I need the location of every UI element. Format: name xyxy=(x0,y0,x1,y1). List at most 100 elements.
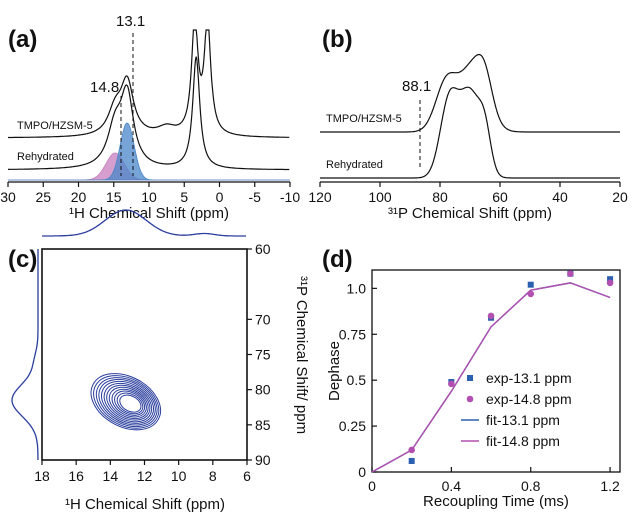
panel-c-x-tick-label: 6 xyxy=(243,468,251,484)
panel-a-series-label-rehydrated: Rehydrated xyxy=(17,151,74,163)
panel-d-plot-frame xyxy=(371,269,621,473)
panel-d-legend-square xyxy=(467,375,473,381)
panel-a-fit-components xyxy=(8,122,290,181)
panel-d-point-square xyxy=(607,276,614,283)
panel-c-top-projection xyxy=(42,209,247,237)
panel-c-contour-level xyxy=(101,380,154,424)
panel-c-y-tick-label: 85 xyxy=(255,417,271,433)
panel-d-y-tick-label: 0.5 xyxy=(347,372,367,388)
panel-b-tick-label: 60 xyxy=(492,189,508,205)
panel-c-y-ticks: 60 70 75 80 85 90 xyxy=(247,241,271,468)
panel-a-tick-label: 0 xyxy=(216,189,224,205)
panel-b-x-axis-title: ³¹P Chemical Shift (ppm) xyxy=(388,205,552,222)
panel-c-contour-level xyxy=(119,394,142,413)
panel-d-point-circle xyxy=(487,312,495,320)
panel-b-series-label-tmpo: TMPO/HZSM-5 xyxy=(326,113,402,125)
panel-a-letter: (a) xyxy=(8,26,37,53)
panel-d-legend: exp-13.1 ppm exp-14.8 ppm fit-13.1 ppm fit-… xyxy=(461,370,572,449)
panel-c-contour-level xyxy=(98,378,156,426)
panel-a-tick-label: 5 xyxy=(180,189,188,205)
panel-d-point-circle xyxy=(527,290,535,298)
panel-c-letter: (c) xyxy=(8,246,37,273)
panel-c-contour-level xyxy=(90,373,162,431)
panel-c-contours xyxy=(90,373,162,431)
panel-c-x-tick-label: 12 xyxy=(137,468,153,484)
panel-b-tick-label: 20 xyxy=(612,189,628,205)
panel-a-tick-label: 25 xyxy=(35,189,51,205)
panel-d-letter: (d) xyxy=(322,246,353,273)
panel-c-contour-level xyxy=(114,390,146,416)
panel-a-spectrum-0 xyxy=(8,29,290,139)
panel-c-contour-level xyxy=(93,375,160,429)
panel-d-point-circle xyxy=(606,279,614,287)
panel-d-point-circle xyxy=(448,380,455,388)
panel-d-y-tick-label: 0.25 xyxy=(339,418,366,434)
annotation-88-1: 88.1 xyxy=(402,78,431,95)
panel-d-x-tick-label: 0.4 xyxy=(442,478,462,494)
panel-c-contour-level xyxy=(116,392,144,415)
panel-d-x-axis-title: Recoupling Time (ms) xyxy=(423,493,569,510)
panel-c-contour-level xyxy=(103,382,153,423)
panel-d-y-tick-label: 1.0 xyxy=(347,280,367,296)
panel-c-x-tick-label: 18 xyxy=(34,468,50,484)
panel-c-contour-level xyxy=(106,384,151,421)
panel-c-y-tick-label: 75 xyxy=(255,347,271,363)
panel-d-legend-label: fit-14.8 ppm xyxy=(486,433,560,449)
panel-a-tick-label: -5 xyxy=(249,189,262,205)
panel-d-data-points xyxy=(408,270,614,464)
panel-d-point-circle xyxy=(408,446,415,454)
panel-d-point-square xyxy=(527,281,534,288)
panel-a-spectrum-1 xyxy=(8,56,290,171)
panel-d-legend-label: fit-13.1 ppm xyxy=(486,412,560,428)
panel-a-tick-label: 10 xyxy=(141,189,157,205)
panel-b-series-label-rehydrated: Rehydrated xyxy=(326,159,383,171)
panel-a-x-axis-title: ¹H Chemical Shift (ppm) xyxy=(69,205,229,222)
panel-c-x-tick-label: 8 xyxy=(209,468,217,484)
panel-c-y-axis-title: ³¹P Chemical Shift/ ppm xyxy=(293,276,310,434)
panel-a: (a) 30 25 20 15 10 5 0 -5 -10 ¹H Chemical Shift … xyxy=(0,13,300,222)
panel-c-plot-frame xyxy=(41,248,248,461)
panel-b-tick-label: 100 xyxy=(368,189,392,205)
panel-c-y-tick-label: 60 xyxy=(255,241,271,257)
panel-a-tick-label: 15 xyxy=(106,189,122,205)
panel-a-series-labels: TMPO/HZSM-5 Rehydrated xyxy=(17,120,93,163)
panel-d-x-tick-label: 0.8 xyxy=(521,478,541,494)
panel-d-legend-label: exp-14.8 ppm xyxy=(486,391,572,407)
panel-b-spectrum-1 xyxy=(320,86,620,179)
panel-b-ticks: 120 100 80 60 40 20 xyxy=(308,182,628,205)
panel-b: (b) 120 100 80 60 40 20 ³¹P Chemical Shift (p… xyxy=(308,26,628,222)
panel-a-ticks: 30 25 20 15 10 5 0 -5 -10 xyxy=(0,182,300,205)
panel-c-y-tick-label: 70 xyxy=(255,311,271,327)
panel-c-contour-level xyxy=(95,377,158,428)
panel-c-y-tick-label: 90 xyxy=(255,452,271,468)
panel-d-x-tick-label: 0 xyxy=(368,478,376,494)
panel-c-contour-level xyxy=(111,388,147,418)
panel-c: (c) 18 16 14 12 10 8 6 60 70 75 80 85 90 ¹H Chemica… xyxy=(8,209,310,513)
panel-d-x-tick-label: 1.2 xyxy=(600,478,620,494)
panel-d-y-tick-label: 0.75 xyxy=(339,326,366,342)
panel-c-x-tick-label: 14 xyxy=(103,468,119,484)
annotation-13-1: 13.1 xyxy=(116,13,145,30)
panel-c-left-projection xyxy=(11,249,39,460)
panel-c-x-axis-title: ¹H Chemical Shift (ppm) xyxy=(65,496,225,513)
panel-c-x-tick-label: 10 xyxy=(171,468,187,484)
panel-a-annotations: 13.1 14.8 xyxy=(90,13,145,176)
panel-b-series-labels: TMPO/HZSM-5 Rehydrated xyxy=(326,113,402,171)
panel-d-y-tick-label: 0 xyxy=(358,464,366,480)
panel-b-annotations: 88.1 xyxy=(402,78,431,170)
panel-d-point-circle xyxy=(567,270,574,277)
panel-d-legend-circle xyxy=(466,395,474,403)
panel-d-y-ticks: 0 0.25 0.5 0.75 1.0 xyxy=(339,280,377,480)
panel-a-series-label-tmpo: TMPO/HZSM-5 xyxy=(17,120,93,132)
panel-d-legend-label: exp-13.1 ppm xyxy=(486,370,572,386)
panel-c-y-tick-label: 80 xyxy=(255,382,271,398)
panel-d-point-square xyxy=(408,457,415,464)
panel-d-y-axis-title: Dephase xyxy=(326,341,343,401)
panel-a-tick-label: -10 xyxy=(280,189,300,205)
panel-b-tick-label: 120 xyxy=(308,189,332,205)
panel-a-fit-component-1 xyxy=(8,122,290,181)
annotation-14-8: 14.8 xyxy=(90,79,119,96)
panel-d: (d) 0 0.4 0.8 1.2 0 0.25 0.5 0.75 1.0 Recouplin… xyxy=(322,246,621,510)
panel-a-tick-label: 30 xyxy=(0,189,16,205)
